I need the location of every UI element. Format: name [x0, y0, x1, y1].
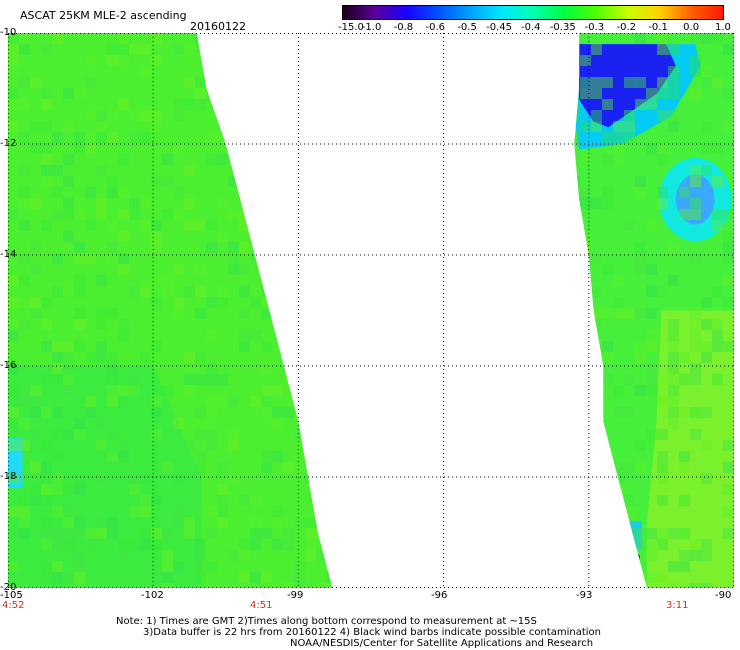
- colorbar-tick-label: -0.6: [425, 22, 446, 33]
- map-svg: [8, 33, 734, 588]
- note-line-1: Note: 1) Times are GMT 2)Times along bot…: [116, 616, 537, 627]
- lat-label-20: -20: [0, 582, 17, 593]
- lon-label-102: -102: [141, 590, 164, 601]
- chart-title: ASCAT 25KM MLE-2 ascending: [20, 9, 187, 22]
- colorbar-tick-label: -0.45: [486, 22, 513, 33]
- colorbar-tick-label: -0.1: [648, 22, 668, 33]
- chart-date: 20160122: [190, 20, 246, 33]
- colorbar-labels: -15.0 -1.0 -0.8 -0.6 -0.5 -0.45 -0.4 -0.35 -0.3-…: [338, 22, 734, 34]
- low-value-patch: [579, 44, 676, 128]
- yellow-edge-band: [646, 310, 734, 588]
- colorbar-tick-label: 0.0: [683, 22, 700, 33]
- east-dark-spot: [627, 554, 640, 563]
- lat-label-16: -16: [0, 360, 17, 371]
- lat-label-12: -12: [0, 138, 17, 149]
- lon-label-99: -99: [287, 590, 304, 601]
- lat-label-14: -14: [0, 249, 17, 260]
- time-label-2: 4:51: [250, 600, 273, 611]
- time-label-1: 4:52: [2, 600, 25, 611]
- lon-label-96: -96: [431, 590, 448, 601]
- colorbar-tick-label: -1.0: [361, 22, 382, 33]
- gridlines: [8, 33, 734, 588]
- colorbar-tick-label: -0.3: [584, 22, 605, 33]
- colorbar-tick-label: -0.8: [393, 22, 414, 33]
- lat-label-18: -18: [0, 471, 17, 482]
- west-edge-spot: [8, 438, 23, 489]
- map-plot: [8, 33, 734, 588]
- colorbar-tick-label: 1.0: [715, 22, 731, 33]
- colorbar-tick-label: -0.5: [457, 22, 477, 33]
- note-line-2: 3)Data buffer is 22 hrs from 20160122 4)…: [143, 627, 601, 638]
- colorbar-tick-label: -0.35: [549, 22, 576, 33]
- lon-label-93: -93: [576, 590, 593, 601]
- colorbar-tick-label: -15.0: [338, 22, 364, 33]
- time-label-3: 3:11: [666, 600, 689, 611]
- lon-label-105: -105: [0, 590, 23, 601]
- lon-label-90: -90: [715, 590, 732, 601]
- colorbar: [342, 5, 724, 20]
- lat-label-10: -10: [0, 27, 17, 38]
- note-line-3: NOAA/NESDIS/Center for Satellite Applica…: [290, 638, 594, 649]
- colorbar-tick-label: -0.2: [616, 22, 637, 33]
- mid-spot: [675, 174, 715, 225]
- colorbar-tick-label: -0.4: [521, 22, 541, 33]
